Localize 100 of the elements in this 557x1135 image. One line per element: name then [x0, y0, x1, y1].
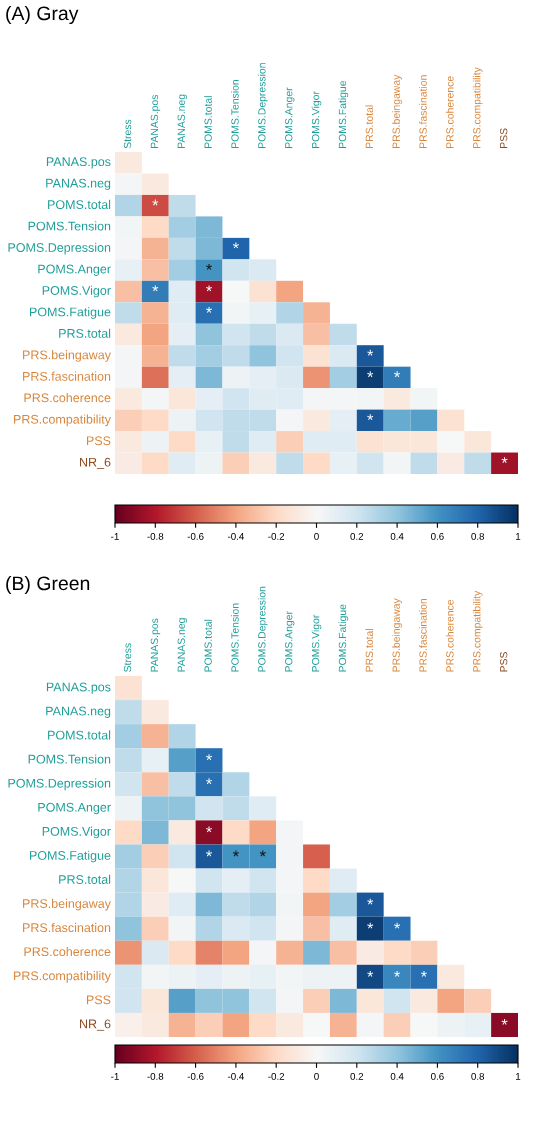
- x-tick-label: PSS: [499, 652, 508, 672]
- data-label: *: [232, 242, 239, 249]
- x-tick-label: POMS.Tension: [231, 603, 239, 672]
- y-tick-label: POMS.total: [48, 199, 111, 210]
- chart-title: (B) Green: [6, 575, 90, 595]
- color-bar-label: 0.6: [431, 532, 444, 540]
- x-tick-label: POMS.total: [204, 619, 212, 672]
- y-tick-label: PRS.beingaway: [23, 898, 111, 911]
- x-tick-label: PANAS.neg: [177, 618, 188, 672]
- y-tick-label: POMS.Tension: [28, 754, 111, 764]
- x-tick-label: PANAS.pos: [150, 94, 161, 148]
- chart-title: (A) Gray: [6, 5, 79, 25]
- x-tick-label: POMS.Depression: [257, 586, 268, 672]
- y-tick-label: PANAS.pos: [46, 682, 111, 694]
- y-tick-label: PRS.coherence: [24, 393, 111, 403]
- data-label: *: [501, 457, 508, 464]
- x-tick-label: POMS.Vigor: [311, 614, 322, 672]
- color-bar-label: 0.2: [350, 532, 364, 540]
- color-bar-label: -0.2: [268, 1072, 285, 1080]
- x-tick-label: PRS.compatibility: [472, 67, 483, 148]
- x-tick-label: POMS.Vigor: [311, 91, 322, 148]
- data-label: *: [206, 285, 213, 292]
- y-tick-label: POMS.Vigor: [42, 285, 111, 298]
- x-tick-label: PRS.fascination: [419, 598, 427, 672]
- x-tick-label: Stress: [123, 119, 132, 149]
- color-bar-label: -1: [111, 533, 119, 540]
- y-tick-label: PANAS.neg: [46, 706, 111, 718]
- data-label: *: [367, 970, 374, 977]
- y-tick-label: PRS.beingaway: [23, 350, 111, 362]
- data-label: *: [232, 850, 239, 857]
- y-tick-label: PRS.total: [59, 874, 111, 884]
- x-tick-label: PRS.fascination: [419, 75, 427, 148]
- x-tick-label: PANAS.neg: [177, 94, 188, 148]
- data-label: *: [367, 371, 374, 378]
- y-tick-label: NR_6: [80, 457, 111, 469]
- color-bar-label: -0.6: [187, 1072, 204, 1080]
- color-bar-label: -1: [111, 1073, 119, 1080]
- data-label: *: [367, 349, 374, 356]
- x-tick-label: PANAS.pos: [150, 618, 161, 672]
- color-bar-label: 0: [314, 1072, 319, 1080]
- y-tick-label: PANAS.pos: [46, 157, 111, 169]
- y-tick-label: PRS.compatibility: [14, 414, 111, 427]
- y-tick-label: POMS.Depression: [8, 778, 111, 791]
- x-tick-label: PRS.compatibility: [472, 590, 483, 672]
- x-tick-label: POMS.Fatigue: [338, 604, 349, 672]
- data-label: *: [206, 306, 213, 313]
- data-label: *: [206, 850, 213, 857]
- color-bar-label: -0.2: [268, 532, 285, 540]
- color-bar-label: 0.8: [471, 1072, 485, 1080]
- y-tick-label: POMS.Anger: [38, 264, 111, 276]
- x-tick-label: POMS.Fatigue: [338, 80, 349, 148]
- data-label: *: [501, 1019, 508, 1025]
- color-bar-label: 0.2: [350, 1072, 364, 1080]
- x-tick-label: PRS.total: [365, 629, 374, 672]
- y-tick-label: NR_6: [80, 1019, 111, 1031]
- color-bar-label: -0.8: [147, 1072, 164, 1080]
- y-tick-label: POMS.Fatigue: [30, 850, 111, 863]
- color-bar-label: -0.6: [187, 532, 204, 540]
- data-label: *: [206, 778, 213, 785]
- color-bar-label: 1: [516, 533, 521, 540]
- y-tick-label: PRS.compatibility: [14, 971, 111, 983]
- color-bar-label: 0.4: [390, 532, 404, 540]
- x-tick-label: PRS.total: [365, 105, 374, 148]
- color-bar-label: -0.4: [227, 1072, 244, 1080]
- y-tick-label: PRS.total: [59, 328, 111, 338]
- y-tick-label: POMS.Anger: [38, 802, 111, 815]
- data-label: *: [394, 371, 401, 378]
- data-label: *: [259, 850, 266, 857]
- color-bar-label: 0.4: [390, 1072, 404, 1080]
- data-label: *: [152, 199, 159, 206]
- y-tick-label: PRS.coherence: [24, 946, 111, 957]
- color-bar-label: 0: [314, 532, 319, 540]
- y-tick-label: PRS.fascination: [23, 371, 111, 381]
- color-bar-label: -0.4: [227, 532, 244, 540]
- data-label: *: [394, 970, 401, 977]
- color-bar-label: 0.8: [471, 532, 485, 540]
- data-label: *: [152, 285, 159, 292]
- data-label: *: [367, 898, 374, 905]
- x-tick-label: POMS.Depression: [257, 63, 268, 148]
- color-bar-label: 0.6: [431, 1072, 444, 1080]
- x-tick-label: PSS: [499, 128, 508, 148]
- data-label: *: [367, 414, 374, 421]
- x-tick-label: PRS.beingaway: [392, 598, 402, 672]
- x-tick-label: PRS.coherence: [445, 599, 454, 672]
- color-bar-label: -0.8: [147, 532, 164, 540]
- y-tick-label: POMS.Depression: [8, 242, 111, 255]
- data-label: *: [394, 922, 401, 929]
- data-label: *: [206, 754, 213, 761]
- x-tick-label: POMS.Anger: [285, 611, 295, 672]
- y-tick-label: POMS.Fatigue: [30, 307, 111, 319]
- x-tick-label: PRS.beingaway: [392, 74, 402, 148]
- color-bar-label: 1: [516, 1073, 521, 1080]
- x-tick-label: POMS.Anger: [285, 87, 295, 148]
- y-tick-label: POMS.total: [48, 730, 111, 740]
- y-tick-label: PSS: [86, 995, 111, 1005]
- data-label: *: [367, 922, 374, 929]
- data-label: *: [420, 970, 427, 977]
- y-tick-label: PRS.fascination: [23, 922, 111, 933]
- y-tick-label: PANAS.neg: [46, 178, 111, 191]
- x-tick-label: PRS.coherence: [445, 76, 454, 148]
